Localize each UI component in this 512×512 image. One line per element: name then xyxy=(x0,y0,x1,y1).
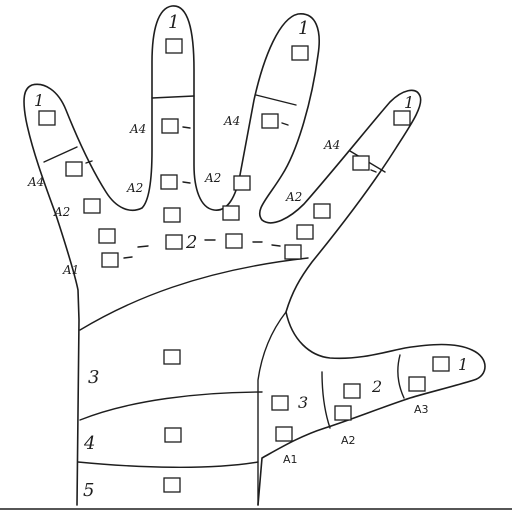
box-palm-ring-top[interactable] xyxy=(222,205,240,221)
box-thumb-a3[interactable] xyxy=(408,376,426,392)
joint-label-little-a4: A4 xyxy=(27,175,44,189)
box-palm-3[interactable] xyxy=(163,349,181,365)
box-palm-little-top[interactable] xyxy=(98,228,116,244)
box-index-a1[interactable] xyxy=(284,244,302,260)
zone-label-palm-4: 4 xyxy=(83,433,95,454)
tick xyxy=(370,169,377,173)
box-thumb-2[interactable] xyxy=(343,383,361,399)
joint-label-little-a2: A2 xyxy=(53,205,70,219)
joint-label-middle-a4: A4 xyxy=(129,122,146,136)
box-ring-a4[interactable] xyxy=(261,113,279,129)
box-wrist-5[interactable] xyxy=(163,477,181,493)
box-index-tip[interactable] xyxy=(393,110,411,126)
zone-label-thumb-mid: 2 xyxy=(371,377,382,396)
zone-label-thumb-base: 3 xyxy=(298,393,308,412)
tick xyxy=(85,160,93,164)
box-ring-a2[interactable] xyxy=(233,175,251,191)
box-little-a4[interactable] xyxy=(65,161,83,177)
box-palm-row2-ring[interactable] xyxy=(225,233,243,249)
box-middle-a2[interactable] xyxy=(160,174,178,190)
tick xyxy=(281,122,289,126)
joint-label-thumb-a3: A3 xyxy=(414,403,429,416)
box-thumb-a1[interactable] xyxy=(275,426,293,442)
joint-label-little-a1: A1 xyxy=(62,263,79,277)
thumb-segment-line-2 xyxy=(397,354,405,399)
zone-label-index-tip: 1 xyxy=(404,93,414,112)
zone-label-wrist-5: 5 xyxy=(83,480,94,501)
row-dash xyxy=(271,244,281,247)
joint-label-thumb-a2: A2 xyxy=(341,434,356,447)
tick xyxy=(182,181,191,184)
hand-outline xyxy=(23,5,486,506)
measurement-boxes xyxy=(38,38,450,493)
palm-line-upper xyxy=(79,257,309,331)
box-thumb-3[interactable] xyxy=(271,395,289,411)
thumb-palm-line xyxy=(257,311,287,506)
box-little-a2[interactable] xyxy=(83,198,101,214)
joint-label-middle-a2: A2 xyxy=(126,181,143,195)
box-ring-tip[interactable] xyxy=(291,45,309,61)
row-dash xyxy=(137,245,149,248)
zone-label-thumb-tip: 1 xyxy=(458,355,468,374)
zone-label-middle-tip: 1 xyxy=(168,12,179,33)
box-index-a4[interactable] xyxy=(352,155,370,171)
box-palm-middle-top[interactable] xyxy=(163,207,181,223)
middle-joint-line xyxy=(151,95,195,99)
zone-label-little-tip: 1 xyxy=(34,91,44,110)
zone-label-palm-row-2: 2 xyxy=(185,232,197,253)
box-index-a2[interactable] xyxy=(313,203,331,219)
joint-label-ring-a2: A2 xyxy=(204,171,221,185)
box-palm-4[interactable] xyxy=(164,427,182,443)
zone-label-ring-tip: 1 xyxy=(298,18,309,39)
box-palm-row2-middle[interactable] xyxy=(165,234,183,250)
joint-label-index-a4: A4 xyxy=(323,138,340,152)
palm-line-lower xyxy=(77,461,259,468)
joint-label-index-a2: A2 xyxy=(285,190,302,204)
box-little-a1[interactable] xyxy=(101,252,119,268)
thumb-segment-line-1 xyxy=(321,371,331,429)
little-joint-line xyxy=(43,146,78,163)
joint-label-thumb-a1: A1 xyxy=(283,453,298,466)
palm-line-middle xyxy=(79,391,263,421)
zone-label-palm-3: 3 xyxy=(88,367,99,388)
joint-label-ring-a4: A4 xyxy=(223,114,240,128)
box-middle-a4[interactable] xyxy=(161,118,179,134)
box-palm-index-top[interactable] xyxy=(296,224,314,240)
box-middle-tip[interactable] xyxy=(165,38,183,54)
box-thumb-1[interactable] xyxy=(432,356,450,372)
tick xyxy=(182,126,191,129)
ring-joint-line xyxy=(255,94,297,106)
row-dash xyxy=(123,256,133,259)
box-thumb-a2[interactable] xyxy=(334,405,352,421)
box-little-tip[interactable] xyxy=(38,110,56,126)
